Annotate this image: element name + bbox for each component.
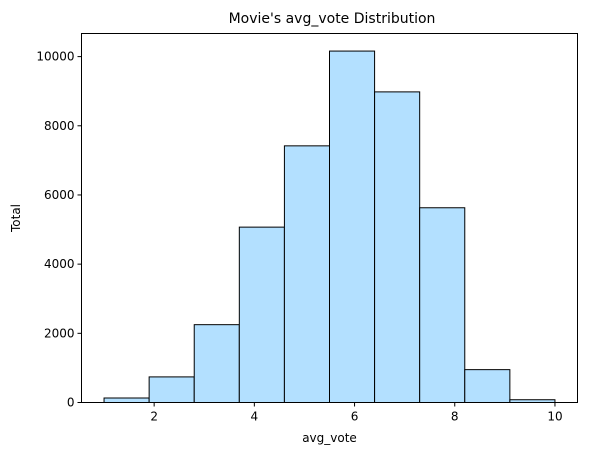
y-tick-label: 8000 — [44, 119, 75, 133]
chart-title: Movie's avg_vote Distribution — [229, 11, 436, 27]
y-tick-label: 6000 — [44, 188, 75, 202]
histogram-bar-3 — [193, 324, 240, 404]
x-tick-label: 2 — [150, 410, 158, 424]
histogram-bar-6 — [329, 50, 376, 403]
x-tick-label: 8 — [451, 410, 459, 424]
y-axis-ticks: 0 2000 4000 6000 8000 10000 — [36, 50, 82, 410]
plot-frame — [81, 33, 578, 403]
y-tick-label: 10000 — [36, 50, 74, 64]
histogram-bar-4 — [238, 226, 285, 403]
x-axis-label: avg_vote — [302, 431, 357, 445]
y-tick-label: 0 — [67, 396, 75, 410]
y-axis-label: Total — [9, 204, 23, 233]
histogram-bar-7 — [374, 91, 421, 403]
x-tick-label: 4 — [251, 410, 259, 424]
histogram-bar-2 — [148, 376, 195, 404]
histogram-bar-9 — [464, 369, 511, 403]
histogram-bar-1 — [103, 397, 150, 404]
histogram-bar-5 — [283, 145, 330, 403]
histogram-bar-8 — [419, 207, 466, 403]
x-axis-ticks: 2 4 6 8 10 — [150, 402, 563, 424]
y-tick-label: 4000 — [44, 257, 75, 271]
y-tick-label: 2000 — [44, 326, 75, 340]
x-tick-label: 10 — [547, 410, 562, 424]
bars-group — [103, 50, 556, 404]
x-tick-label: 6 — [351, 410, 359, 424]
